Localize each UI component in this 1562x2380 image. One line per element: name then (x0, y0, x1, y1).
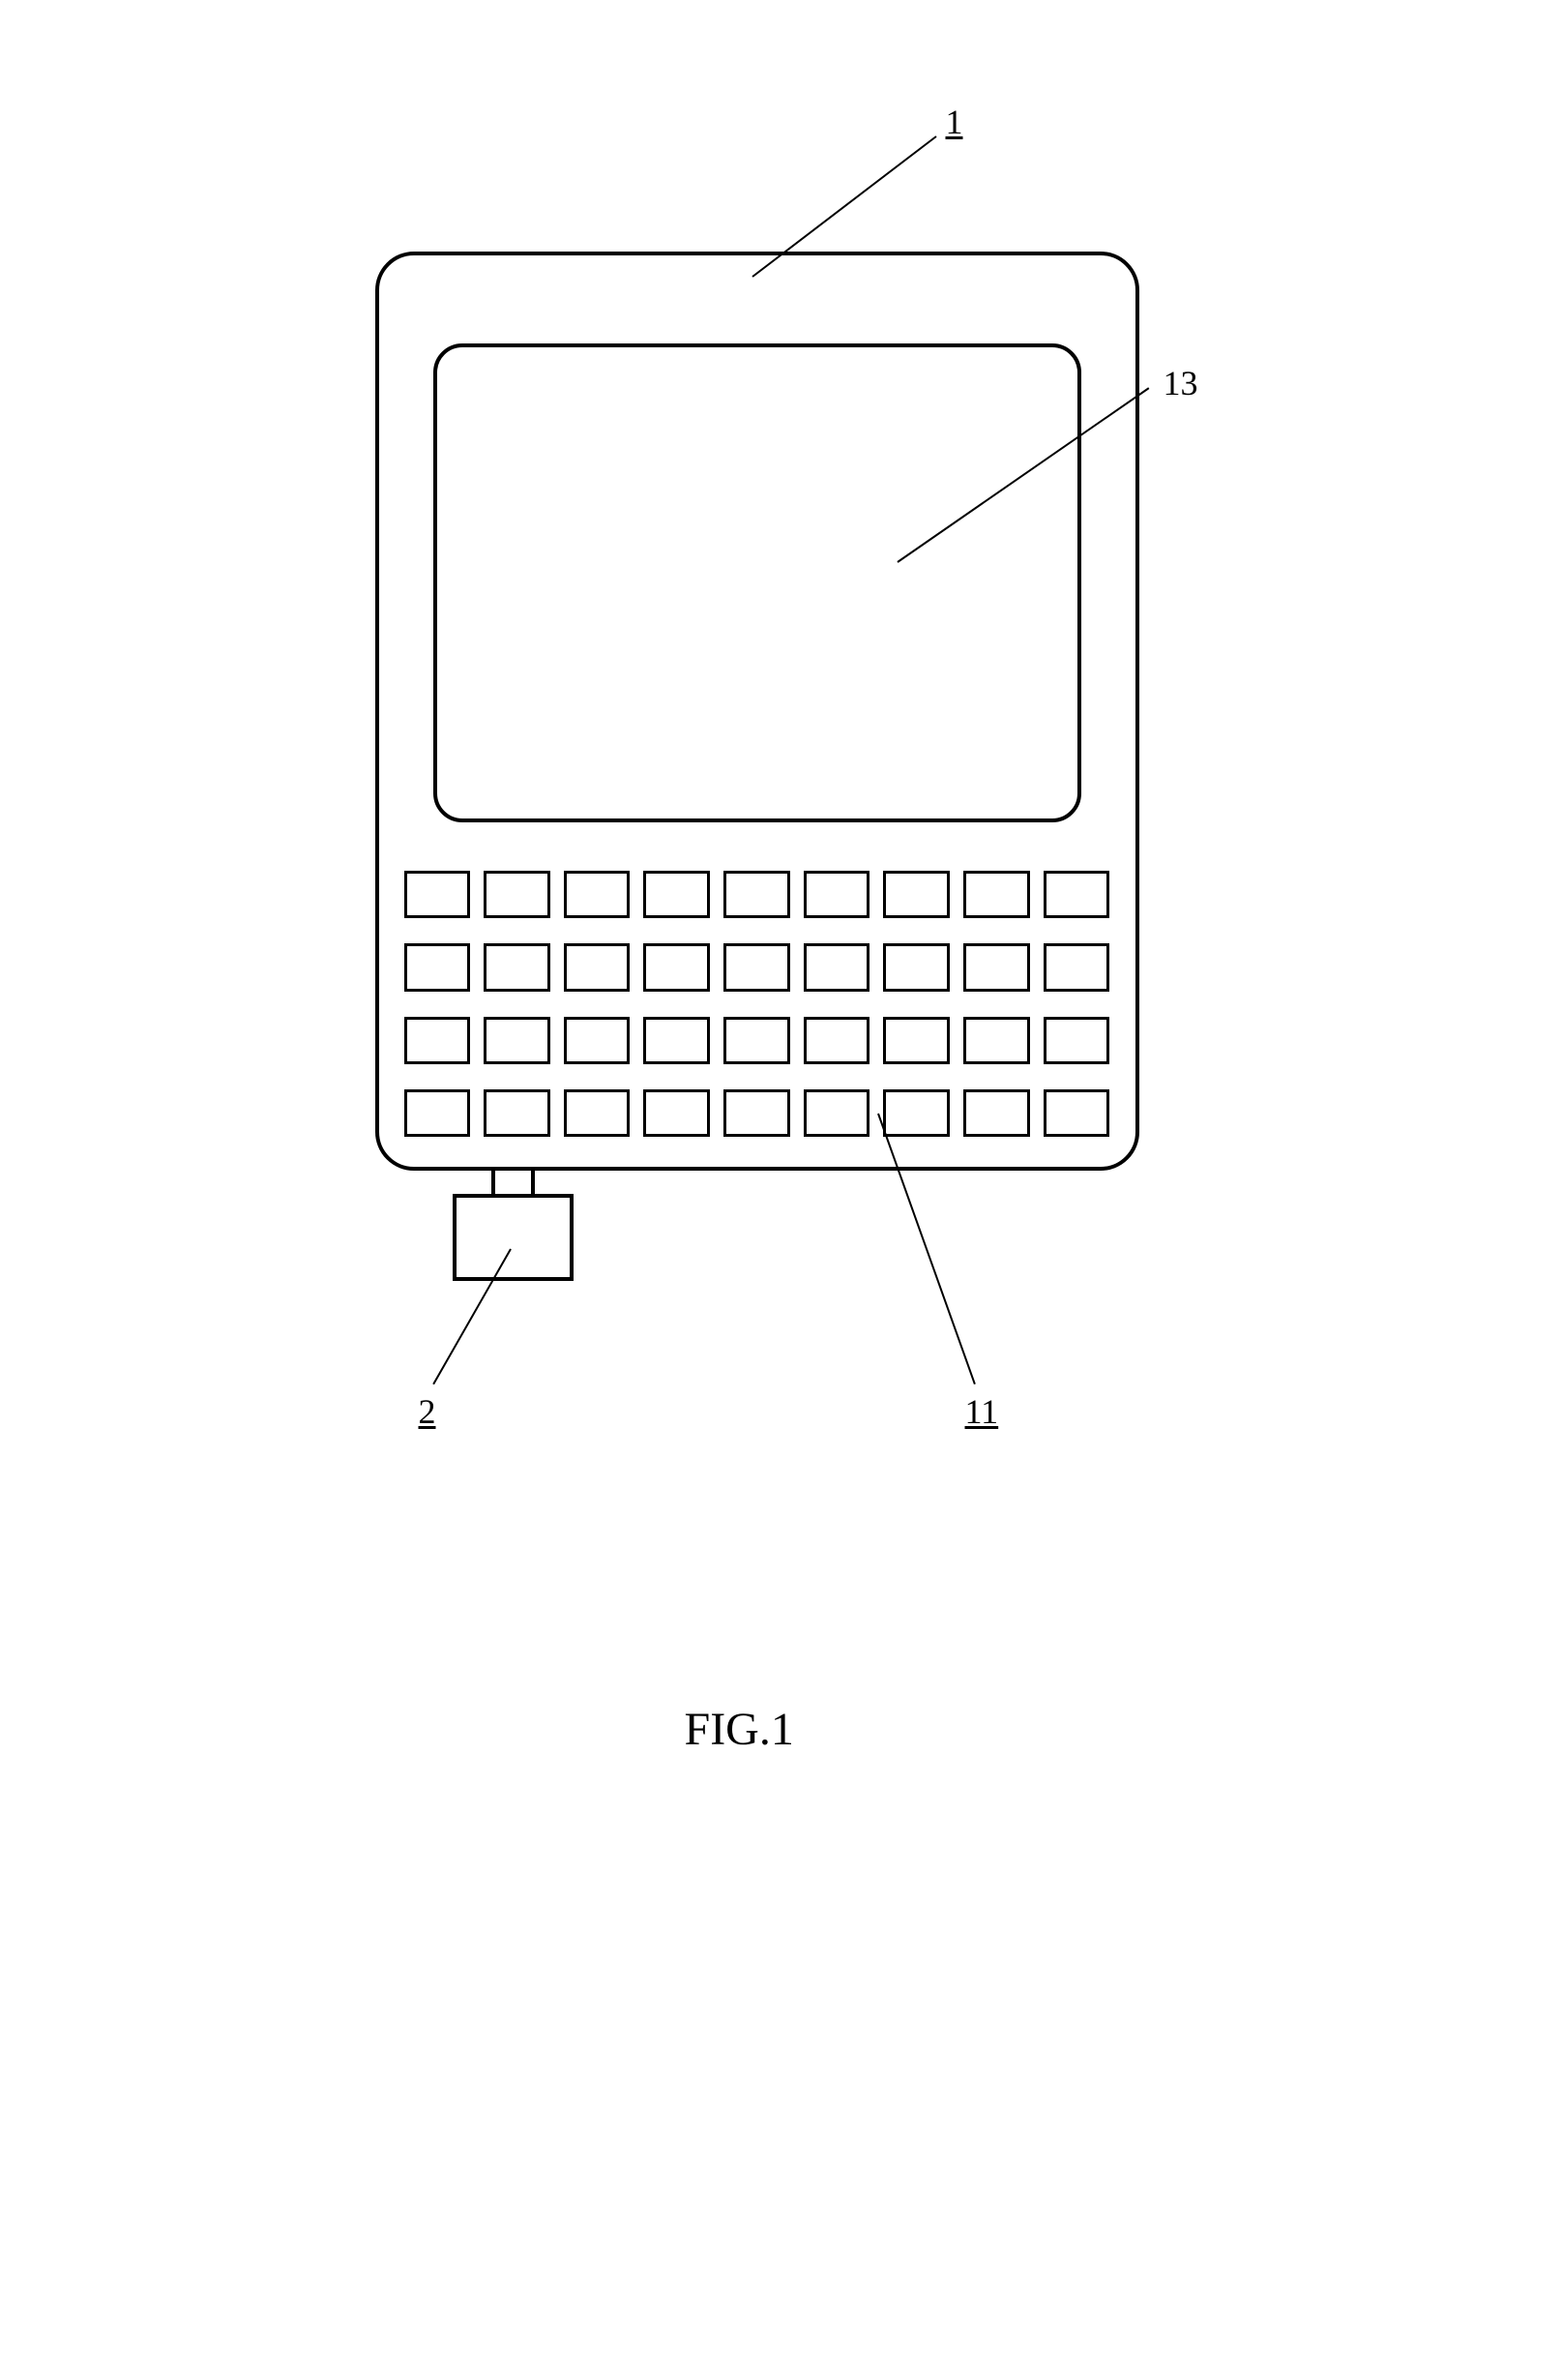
patent-figure: 1 13 2 11 FIG.1 (201, 193, 1362, 1935)
keyboard-key (564, 1089, 631, 1137)
keyboard-key (1044, 871, 1110, 918)
keyboard-key (883, 1017, 950, 1064)
keyboard-key (963, 943, 1030, 991)
connector-body (453, 1194, 574, 1281)
label-key: 11 (965, 1391, 999, 1432)
device-keyboard (404, 871, 1110, 1137)
keyboard-key (484, 1089, 550, 1137)
keyboard-key (804, 943, 870, 991)
keyboard-key (643, 871, 710, 918)
keyboard-key (804, 1017, 870, 1064)
keyboard-key (883, 943, 950, 991)
keyboard-key (963, 871, 1030, 918)
keyboard-key (404, 1017, 471, 1064)
keyboard-key (883, 871, 950, 918)
keyboard-key (1044, 1089, 1110, 1137)
keyboard-key (484, 871, 550, 918)
keyboard-key (643, 1089, 710, 1137)
keyboard-key (484, 943, 550, 991)
device-screen (433, 343, 1081, 822)
figure-caption: FIG.1 (685, 1703, 794, 1756)
keyboard-key (804, 1089, 870, 1137)
keyboard-key (564, 871, 631, 918)
keyboard-key (804, 871, 870, 918)
keyboard-key (723, 871, 790, 918)
keyboard-key (1044, 943, 1110, 991)
label-screen: 13 (1164, 363, 1198, 403)
keyboard-key (404, 1089, 471, 1137)
keyboard-key (484, 1017, 550, 1064)
keyboard-key (723, 1017, 790, 1064)
keyboard-key (883, 1089, 950, 1137)
keyboard-key (963, 1017, 1030, 1064)
keyboard-key (643, 943, 710, 991)
keyboard-key (723, 1089, 790, 1137)
keyboard-key (963, 1089, 1030, 1137)
keyboard-key (1044, 1017, 1110, 1064)
label-body: 1 (946, 102, 963, 142)
keyboard-key (723, 943, 790, 991)
keyboard-key (404, 871, 471, 918)
keyboard-key (643, 1017, 710, 1064)
keyboard-key (564, 943, 631, 991)
keyboard-key (404, 943, 471, 991)
label-connector: 2 (419, 1391, 436, 1432)
keyboard-key (564, 1017, 631, 1064)
